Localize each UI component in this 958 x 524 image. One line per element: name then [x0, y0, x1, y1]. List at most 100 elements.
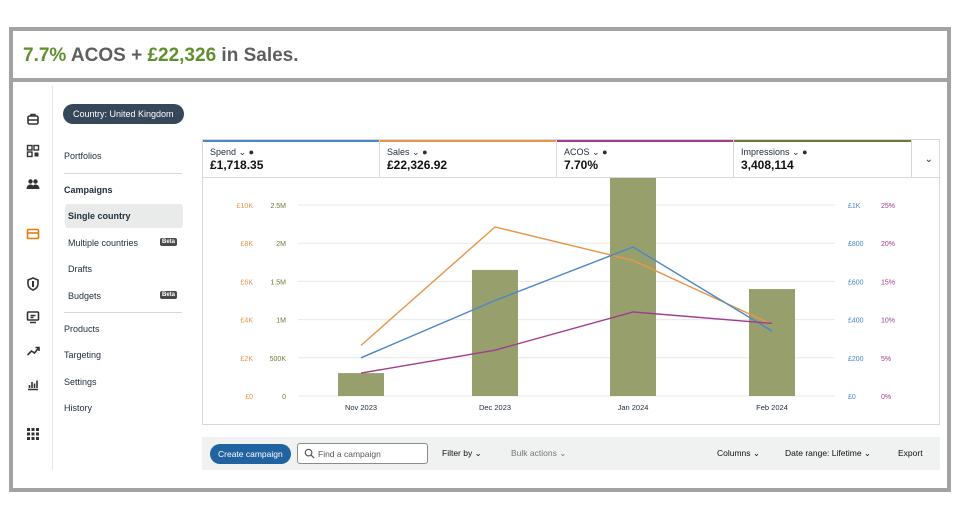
- headline-acos-label: ACOS +: [70, 45, 143, 66]
- date-range-dropdown[interactable]: Date range: Lifetime ⌄: [785, 448, 871, 459]
- columns-dropdown[interactable]: Columns ⌄: [717, 448, 760, 459]
- sidebar: Portfolios Campaigns Single country Mult…: [52, 86, 190, 470]
- search-input[interactable]: [318, 446, 424, 461]
- headline-acos: 7.7%: [23, 45, 67, 66]
- metrics-divider: [203, 177, 939, 178]
- columns-label: Columns: [717, 448, 751, 458]
- chevron-down-icon[interactable]: ⌄: [792, 147, 800, 157]
- metric-impressions[interactable]: Impressions ⌄ ● 3,408,114: [734, 140, 912, 177]
- metric-value: 7.70%: [564, 158, 599, 172]
- metric-acos[interactable]: ACOS ⌄ ● 7.70%: [557, 140, 734, 177]
- filter-by-dropdown[interactable]: Filter by ⌄: [442, 448, 482, 459]
- metric-label: Spend: [210, 147, 237, 157]
- metric-spend[interactable]: Spend ⌄ ● £1,718.35: [203, 140, 380, 177]
- shield-icon[interactable]: [26, 277, 40, 291]
- campaign-toolbar: Create campaign Filter by ⌄ Bulk actions…: [202, 437, 940, 470]
- sidebar-item-drafts[interactable]: Drafts: [68, 264, 93, 274]
- sidebar-divider: [64, 173, 182, 174]
- chevron-down-icon[interactable]: ⌄: [592, 147, 600, 157]
- right-acos-tick-label: 15%: [881, 279, 895, 286]
- bulk-actions-label: Bulk actions: [511, 448, 557, 458]
- metric-label-row: ACOS ⌄ ●: [564, 147, 608, 158]
- metric-label-row: Sales ⌄ ●: [387, 147, 428, 158]
- chevron-down-icon[interactable]: ⌄: [238, 147, 247, 157]
- right-acos-tick-label: 5%: [881, 356, 891, 363]
- sidebar-item-portfolios[interactable]: Portfolios: [64, 151, 102, 161]
- sidebar-item-settings[interactable]: Settings: [64, 377, 97, 387]
- sidebar-item-targeting[interactable]: Targeting: [64, 350, 102, 360]
- bar-chart-icon[interactable]: [26, 377, 40, 391]
- left-sales-tick-label: £8K: [241, 241, 254, 248]
- trend-icon[interactable]: [26, 344, 40, 358]
- sidebar-item-products[interactable]: Products: [64, 324, 100, 334]
- campaign-icon[interactable]: [26, 227, 40, 241]
- performance-chart: £0 0 £0 0% £2K 500K £200 5% £4K 1M £400 10% £6K 1.5M £…: [237, 178, 895, 412]
- series-line: [360, 226, 773, 346]
- sidebar-campaigns-header: Campaigns: [64, 185, 113, 195]
- left-impressions-tick-label: 0: [282, 394, 286, 401]
- headline-sales-suffix: in Sales.: [221, 45, 299, 66]
- metric-color-bar: [380, 140, 556, 142]
- bulk-actions-dropdown[interactable]: Bulk actions ⌄: [511, 448, 566, 459]
- sidebar-item-multiple-countries[interactable]: Multiple countries: [68, 238, 139, 248]
- right-spend-tick-label: £0: [848, 394, 856, 401]
- date-range-label: Date range: Lifetime: [785, 448, 862, 458]
- right-spend-tick-label: £1K: [848, 203, 861, 210]
- chevron-down-icon: ⌄: [863, 448, 872, 458]
- left-impressions-tick-label: 1.5M: [270, 279, 286, 286]
- sidebar-item-history[interactable]: History: [64, 403, 93, 413]
- headline-box: 7.7% ACOS + £22,326 in Sales.: [13, 31, 947, 78]
- metric-value: 3,408,114: [741, 158, 794, 172]
- briefcase-icon[interactable]: [26, 112, 40, 126]
- search-icon: [304, 448, 315, 459]
- impressions-bar: [749, 289, 795, 396]
- info-icon[interactable]: ●: [802, 147, 808, 157]
- headline-sales: £22,326: [147, 45, 217, 66]
- chevron-down-icon: ⌄: [559, 448, 567, 458]
- chevron-down-icon: ⌄: [474, 448, 482, 458]
- filter-by-label: Filter by: [442, 448, 473, 458]
- chevron-down-icon[interactable]: ⌄: [412, 147, 420, 157]
- icon-rail: [14, 86, 52, 470]
- sidebar-selected-highlight: [65, 204, 183, 228]
- x-tick-label: Nov 2023: [345, 403, 377, 412]
- users-icon[interactable]: [26, 177, 40, 191]
- display-icon[interactable]: [26, 310, 40, 324]
- info-icon[interactable]: ●: [422, 147, 428, 157]
- right-spend-tick-label: £200: [848, 356, 864, 363]
- headline: 7.7% ACOS + £22,326 in Sales.: [23, 45, 299, 67]
- info-icon[interactable]: ●: [248, 147, 255, 157]
- sidebar-item-budgets[interactable]: Budgets: [68, 291, 102, 301]
- metric-color-bar: [557, 140, 733, 142]
- x-tick-label: Dec 2023: [479, 403, 511, 412]
- metric-label: Impressions: [741, 147, 790, 157]
- right-spend-tick-label: £600: [848, 279, 864, 286]
- left-sales-tick-label: £4K: [241, 318, 254, 325]
- expand-metrics-chevron-icon[interactable]: ⌄: [924, 154, 933, 165]
- impressions-bar: [610, 178, 656, 396]
- beta-badge: Beta: [160, 238, 178, 246]
- sidebar-item-single-country[interactable]: Single country: [68, 211, 131, 221]
- x-tick-label: Jan 2024: [618, 403, 649, 412]
- right-acos-tick-label: 20%: [881, 241, 895, 248]
- left-sales-tick-label: £10K: [237, 203, 254, 210]
- chevron-down-icon: ⌄: [752, 448, 761, 458]
- metric-color-bar: [203, 140, 379, 142]
- left-sales-tick-label: £6K: [241, 279, 254, 286]
- metric-label: Sales: [387, 147, 410, 157]
- info-icon[interactable]: ●: [602, 147, 608, 157]
- metric-sales[interactable]: Sales ⌄ ● £22,326.92: [380, 140, 557, 177]
- metric-value: £22,326.92: [387, 158, 448, 172]
- qr-code-icon[interactable]: [26, 144, 40, 158]
- app-grid-icon[interactable]: [26, 427, 40, 441]
- right-acos-tick-label: 10%: [881, 318, 895, 325]
- country-selector[interactable]: Country: United Kingdom: [63, 104, 184, 124]
- sidebar-divider: [64, 312, 182, 313]
- create-campaign-button[interactable]: Create campaign: [210, 444, 291, 464]
- left-impressions-tick-label: 2M: [276, 241, 286, 248]
- series-line: [360, 311, 773, 374]
- metric-label-row: Impressions ⌄ ●: [741, 147, 808, 158]
- export-button[interactable]: Export: [898, 448, 923, 458]
- metric-label: ACOS: [564, 147, 590, 157]
- performance-chart-card: Spend ⌄ ● £1,718.35 Sales ⌄ ● £22,326.92…: [202, 139, 940, 425]
